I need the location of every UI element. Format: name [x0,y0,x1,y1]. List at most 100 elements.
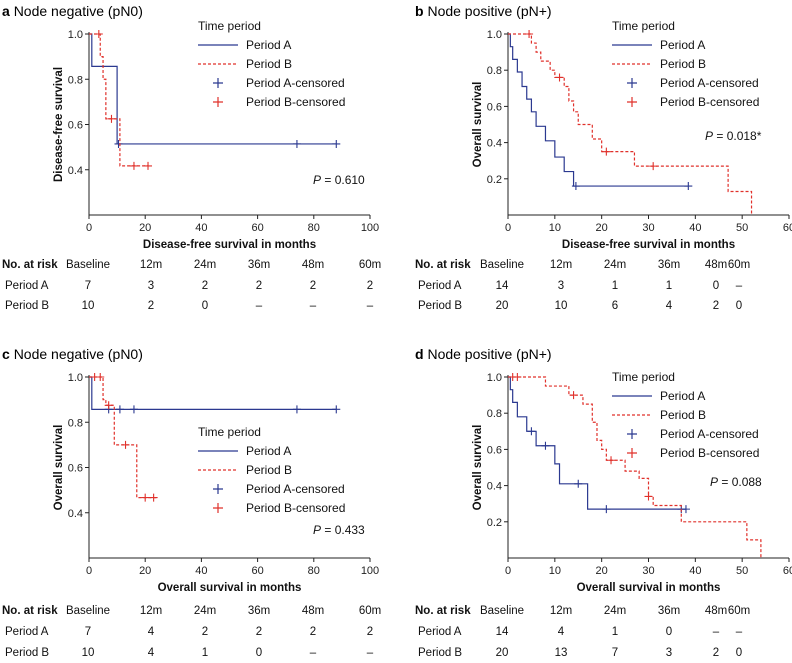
censor-mark [141,493,150,502]
censor-mark [649,162,658,171]
series-period-a [508,33,693,191]
censor-mark [571,182,580,191]
risk-table-column: 24m [194,605,216,617]
legend-title: Time period [612,19,675,33]
risk-table-cell: – [367,647,374,659]
p-value-text: = 0.018* [713,129,762,143]
x-tick-label: 0 [86,222,92,234]
risk-table-row-label: Period A [5,626,49,638]
risk-table-cell: 3 [558,280,564,292]
risk-table-cell: – [736,280,743,292]
p-value-symbol: P [705,129,713,143]
legend-item-label: Period B [246,57,292,71]
p-value: P = 0.610 [313,173,365,187]
risk-table-cell: 0 [256,647,262,659]
risk-table-column: 12m [550,259,572,271]
legend-item-label: Period A [660,38,705,52]
survival-curve-period-b [89,376,157,499]
x-tick-label: 40 [689,222,701,234]
risk-table-cell: 4 [558,626,565,638]
series-period-b [89,30,153,170]
risk-table-row-label: Period B [418,647,462,659]
risk-table-cell: 1 [202,647,208,659]
censor-mark [332,139,341,148]
panel-letter: c [2,346,10,362]
risk-table-cell: 0 [713,280,719,292]
risk-table-column: 48m [705,259,727,271]
y-tick-label: 1.0 [68,29,83,41]
legend-swatch-censor [627,78,637,88]
censor-mark [684,182,693,191]
censor-mark [149,493,158,502]
risk-table-cell: 1 [612,626,618,638]
x-axis-label: Overall survival in months [158,582,302,594]
risk-table-column: 48m [302,605,324,617]
y-tick-label: 0.6 [68,120,83,132]
panel-title-text: Node negative (pN0) [14,3,143,19]
panel-letter: b [415,3,424,19]
x-tick-label: 100 [361,222,379,234]
risk-table-cell: 20 [496,300,509,312]
risk-table-column: Baseline [480,259,524,271]
p-value-text: = 0.088 [718,475,762,489]
survival-curve-period-a [508,33,689,187]
panel-title-text: Node positive (pN+) [427,3,551,19]
panel-letter: d [415,346,424,362]
risk-table-cell: – [256,300,263,312]
y-tick-label: 0.4 [487,138,502,150]
y-tick-label: 0.6 [68,463,83,475]
censor-mark [602,147,611,156]
y-tick-label: 0.6 [487,101,502,113]
risk-table-row-label: Period A [5,280,49,292]
panel-a: a Node negative (pN0)0 20 40 60 80 1001.00.80… [2,3,381,312]
censor-mark [525,30,534,38]
risk-table-cell: 1 [612,280,618,292]
x-tick-label: 10 [549,222,561,234]
y-tick-label: 0.2 [487,174,502,186]
risk-table-cell: 3 [666,647,672,659]
risk-table-column: Baseline [66,605,110,617]
risk-table-column: 36m [248,259,270,271]
legend-title: Time period [198,425,261,439]
legend-item-label: Period A [660,389,705,403]
risk-table-row-label: Period B [5,300,49,312]
risk-table-column: 12m [550,605,572,617]
risk-table-cell: 2 [202,280,208,292]
censor-mark [569,391,578,400]
risk-table-column: 36m [658,605,680,617]
legend: Time period Period A Period B Period A-cens… [612,370,759,460]
censor-mark [602,505,611,514]
y-tick-label: 0.8 [487,65,502,77]
panel-title: b Node positive (pN+) [415,3,552,19]
legend-item-label: Period B-censored [246,95,345,109]
risk-table-cell: 2 [202,626,208,638]
legend: Time period Period A Period B Period A-cens… [612,19,759,109]
legend-title: Time period [198,19,261,33]
panel-title: c Node negative (pN0) [2,346,143,362]
legend-item-label: Period B [660,408,706,422]
censor-mark [513,373,522,381]
risk-table-cell: 10 [555,300,568,312]
survival-curve-period-b [508,376,762,558]
risk-table-cell: 2 [256,280,262,292]
censor-mark [104,401,113,410]
x-tick-label: 60 [783,222,792,234]
censor-mark [96,373,105,381]
risk-table-cell: 0 [736,647,742,659]
risk-table-cell: 2 [310,626,316,638]
legend-item-label: Period B-censored [660,95,759,109]
x-tick-label: 0 [505,222,511,234]
risk-table-cell: 7 [85,280,91,292]
risk-table-cell: – [367,300,374,312]
x-tick-label: 20 [139,222,151,234]
risk-table-cell: 2 [148,300,154,312]
censor-mark [644,492,653,501]
survival-curve-period-a [89,376,337,410]
y-tick-label: 1.0 [487,372,502,384]
x-axis-label: Overall survival in months [577,582,721,594]
censor-mark [107,114,116,123]
censor-mark [94,30,103,38]
legend-swatch-censor [627,429,637,439]
censor-mark [114,139,123,148]
y-tick-label: 0.6 [487,444,502,456]
